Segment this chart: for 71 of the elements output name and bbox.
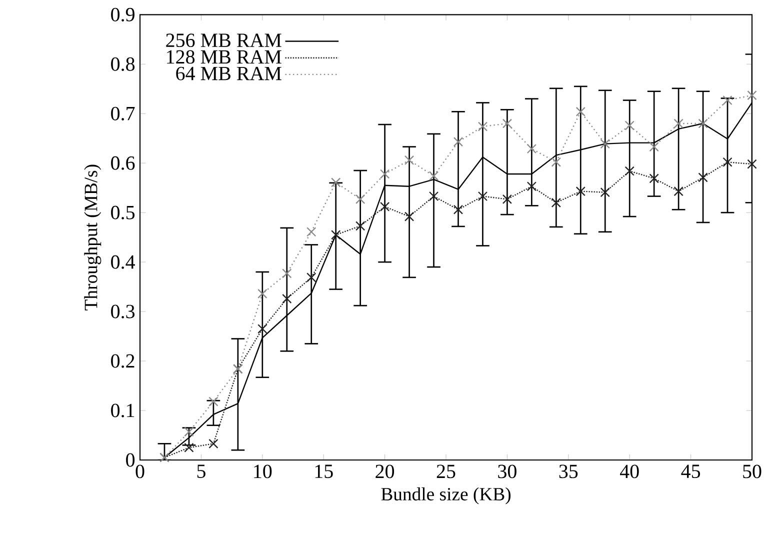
point bbox=[258, 288, 268, 299]
x-tick-label: 10 bbox=[254, 464, 272, 478]
point bbox=[624, 120, 634, 130]
point bbox=[747, 159, 757, 169]
x-tick-label: 25 bbox=[436, 464, 456, 478]
point bbox=[306, 272, 316, 282]
point bbox=[478, 191, 488, 202]
point bbox=[282, 268, 292, 278]
point bbox=[674, 186, 684, 196]
legend-label: 64 MB RAM bbox=[176, 66, 282, 80]
point bbox=[258, 324, 268, 334]
legend-label: 256 MB RAM bbox=[166, 34, 282, 48]
y-tick-label: 0.9 bbox=[111, 8, 134, 22]
x-tick-label: 40 bbox=[620, 464, 639, 478]
y-tick-label: 0.5 bbox=[111, 206, 135, 220]
point bbox=[649, 142, 659, 152]
point bbox=[600, 138, 610, 149]
y-tick-label: 0.2 bbox=[111, 354, 134, 368]
x-tick-label: 0 bbox=[136, 464, 144, 478]
point bbox=[380, 202, 390, 212]
point bbox=[526, 144, 537, 154]
point bbox=[331, 178, 341, 188]
point bbox=[404, 155, 414, 165]
point bbox=[551, 157, 561, 167]
point bbox=[722, 157, 732, 167]
point bbox=[649, 174, 659, 184]
point bbox=[306, 227, 316, 237]
point bbox=[576, 186, 586, 196]
point bbox=[502, 194, 512, 204]
y-tick-label: 0.1 bbox=[111, 404, 134, 418]
point bbox=[698, 118, 708, 128]
point bbox=[478, 122, 488, 132]
x-tick-label: 35 bbox=[559, 464, 578, 478]
y-tick-label: 0.8 bbox=[111, 57, 135, 71]
point bbox=[282, 294, 292, 304]
point bbox=[551, 198, 561, 208]
point bbox=[184, 442, 194, 452]
x-tick-label: 20 bbox=[376, 464, 394, 478]
point bbox=[576, 106, 586, 116]
point bbox=[355, 221, 366, 231]
point bbox=[526, 182, 537, 192]
point bbox=[600, 187, 610, 198]
point bbox=[624, 166, 634, 176]
y-axis-title: Throughput (MB/s) bbox=[84, 164, 102, 310]
point bbox=[355, 194, 366, 204]
point bbox=[428, 191, 439, 202]
point bbox=[331, 230, 341, 240]
point bbox=[404, 212, 414, 222]
y-tick-label: 0.4 bbox=[111, 255, 135, 269]
x-tick-label: 5 bbox=[197, 464, 206, 478]
point bbox=[208, 396, 218, 406]
legend-label: 128 MB RAM bbox=[167, 50, 282, 64]
point bbox=[747, 90, 757, 100]
point bbox=[428, 171, 439, 181]
y-tick-label: 0.6 bbox=[111, 156, 135, 170]
y-tick-label: 0.3 bbox=[111, 304, 135, 318]
point bbox=[380, 169, 390, 179]
point bbox=[208, 438, 218, 448]
x-tick-label: 45 bbox=[681, 464, 700, 478]
x-axis-title: Bundle size (KB) bbox=[381, 487, 511, 504]
point bbox=[453, 204, 464, 214]
point bbox=[674, 118, 684, 128]
x-tick-label: 15 bbox=[315, 464, 333, 478]
y-tick-label: 0 bbox=[126, 453, 135, 467]
x-tick-label: 50 bbox=[743, 464, 762, 478]
point bbox=[502, 118, 512, 128]
point bbox=[698, 172, 708, 182]
x-tick-label: 30 bbox=[498, 464, 516, 478]
point bbox=[453, 136, 464, 147]
point bbox=[722, 95, 732, 106]
y-tick-label: 0.7 bbox=[111, 106, 135, 120]
